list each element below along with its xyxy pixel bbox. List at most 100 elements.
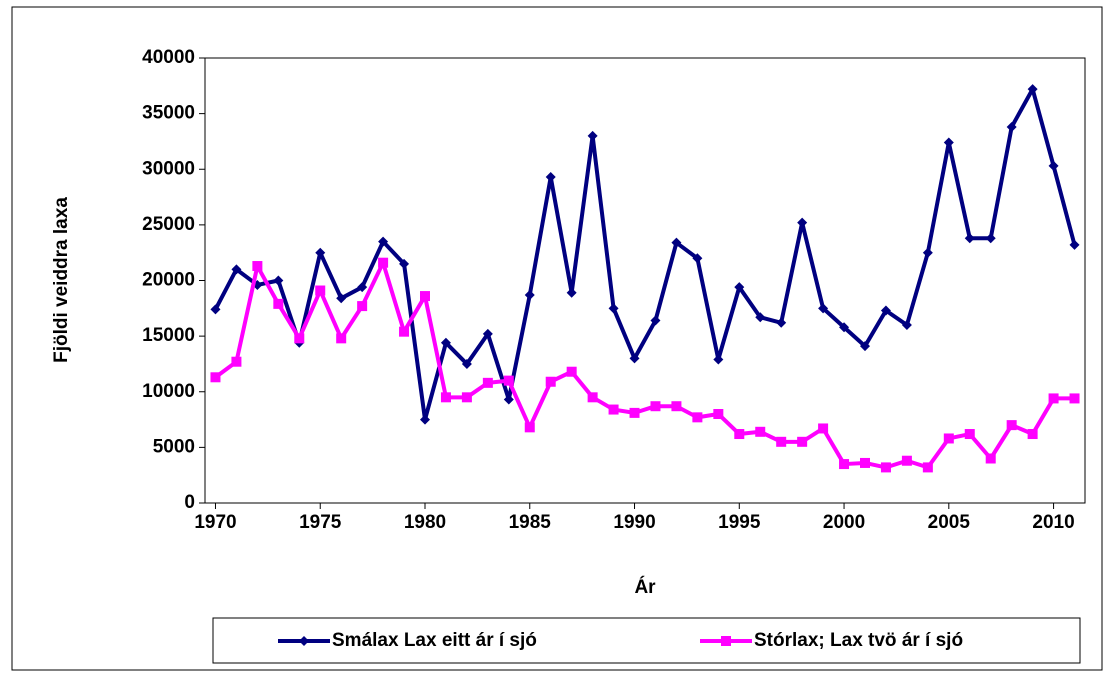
x-tick-label: 1985: [509, 512, 552, 533]
data-point: [880, 305, 891, 316]
data-point: [399, 258, 410, 269]
data-point: [461, 358, 472, 369]
data-point: [545, 376, 556, 387]
data-point: [1006, 420, 1017, 431]
y-tick-label: 10000: [142, 381, 195, 402]
data-point: [1069, 239, 1080, 250]
data-point: [336, 293, 347, 304]
data-point: [461, 392, 472, 403]
data-point: [650, 401, 661, 412]
data-point: [294, 333, 305, 344]
data-point: [734, 282, 745, 293]
data-point: [839, 459, 850, 470]
data-point: [671, 401, 682, 412]
y-tick-label: 20000: [142, 270, 195, 291]
data-point: [650, 315, 661, 326]
data-point: [901, 320, 912, 330]
data-point: [860, 457, 870, 468]
data-point: [587, 130, 598, 141]
data-point: [210, 372, 221, 383]
plot-area: [204, 57, 1086, 504]
data-point: [692, 253, 703, 264]
data-point: [482, 328, 493, 339]
data-point: [482, 377, 493, 388]
data-point: [629, 353, 640, 364]
data-point: [503, 394, 514, 405]
legend: [212, 617, 1081, 664]
data-point: [545, 172, 556, 183]
data-point: [420, 291, 430, 302]
data-point: [776, 436, 787, 447]
data-point: [901, 455, 912, 466]
data-point: [943, 433, 954, 444]
data-point: [964, 429, 975, 440]
data-point: [818, 423, 829, 434]
data-point: [629, 407, 640, 418]
data-point: [524, 289, 535, 300]
x-tick-label: 1995: [718, 512, 761, 533]
data-point: [713, 409, 724, 419]
y-axis-title: Fjöldi veiddra laxa: [51, 197, 72, 363]
data-point: [964, 233, 975, 244]
x-tick-label: 1990: [613, 512, 655, 533]
y-tick-label: 15000: [142, 325, 195, 346]
x-tick-label: 1970: [194, 512, 236, 533]
data-point: [357, 282, 368, 293]
legend-label: Smálax Lax eitt ár í sjó: [332, 630, 537, 651]
data-point: [440, 392, 451, 403]
data-point: [1048, 393, 1059, 404]
data-point: [1048, 160, 1059, 171]
x-tick-label: 2010: [1032, 512, 1074, 533]
y-tick-label: 25000: [142, 214, 195, 235]
data-point: [922, 462, 933, 473]
data-point: [818, 303, 829, 314]
data-point: [231, 356, 242, 367]
legend-marker: [721, 636, 731, 646]
data-point: [315, 247, 326, 258]
x-tick-label: 1980: [404, 512, 446, 533]
data-point: [1006, 121, 1017, 132]
data-point: [797, 436, 808, 447]
data-point: [399, 326, 410, 337]
data-point: [985, 233, 996, 244]
data-point: [692, 412, 703, 423]
legend-marker: [299, 636, 309, 646]
data-point: [252, 261, 263, 272]
data-point: [566, 366, 577, 377]
data-point: [357, 301, 368, 312]
data-point: [985, 453, 996, 464]
data-point: [755, 426, 766, 437]
data-point: [671, 237, 682, 248]
data-point: [503, 375, 514, 386]
data-point: [587, 392, 598, 403]
series-line: [213, 87, 1077, 422]
y-tick-label: 35000: [142, 103, 195, 124]
x-tick-label: 1975: [299, 512, 342, 533]
data-point: [713, 354, 724, 365]
data-point: [336, 333, 347, 344]
data-point: [608, 404, 619, 415]
y-tick-label: 5000: [153, 436, 195, 457]
y-tick-label: 40000: [142, 47, 195, 68]
data-point: [273, 275, 284, 286]
y-tick-label: 30000: [142, 158, 195, 179]
data-point: [1027, 84, 1038, 95]
data-point: [922, 247, 933, 258]
data-point: [378, 257, 389, 268]
data-point: [608, 303, 619, 314]
data-point: [1069, 393, 1080, 404]
data-point: [210, 304, 221, 315]
data-point: [1027, 429, 1038, 440]
x-tick-label: 2000: [823, 512, 865, 533]
y-tick-label: 0: [184, 492, 195, 513]
data-point: [755, 312, 766, 323]
data-point: [273, 298, 284, 309]
data-point: [231, 264, 242, 275]
legend-label: Stórlax; Lax tvö ár í sjó: [754, 630, 963, 651]
data-point: [378, 236, 389, 247]
x-tick-label: 2005: [928, 512, 971, 533]
data-point: [839, 322, 850, 333]
data-point: [420, 414, 430, 425]
data-point: [734, 429, 745, 440]
